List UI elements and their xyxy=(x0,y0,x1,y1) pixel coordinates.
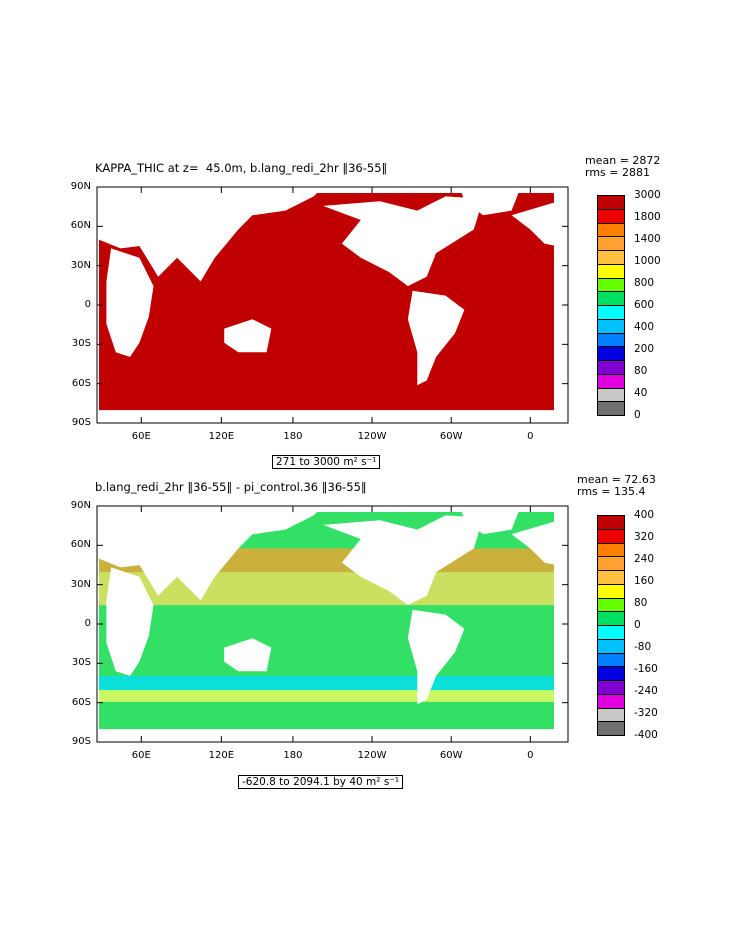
difference-band xyxy=(99,675,554,691)
bottom-lat-label: 30N xyxy=(70,578,91,590)
colorbar-swatch xyxy=(597,528,625,544)
colorbar-label: 40 xyxy=(634,387,648,399)
colorbar-swatch xyxy=(597,583,625,599)
top-lat-label: 90N xyxy=(70,181,91,192)
bottom-lat-label: 60N xyxy=(70,539,91,551)
colorbar-label: 600 xyxy=(634,299,655,311)
colorbar-label: -320 xyxy=(634,707,658,719)
colorbar-swatch xyxy=(597,707,625,723)
colorbar-label: -80 xyxy=(634,641,652,653)
land-greenland xyxy=(459,187,521,216)
land-eurasia xyxy=(97,506,324,601)
bottom-panel-title: b.lang_redi_2hr ‖36-55‖ - pi_control.36 … xyxy=(95,480,367,494)
land-africa xyxy=(106,248,154,357)
top-range-label: 271 to 3000 m² s⁻¹ xyxy=(272,455,381,469)
bottom-lon-label: 180 xyxy=(283,750,303,761)
colorbar-swatch xyxy=(597,666,625,681)
land-greenland xyxy=(459,506,521,535)
top-lon-label: 60W xyxy=(439,431,463,442)
colorbar-label: 800 xyxy=(634,277,655,289)
bottom-lat-label: 30S xyxy=(71,657,91,669)
colorbar-label: 80 xyxy=(634,365,648,377)
colorbar-label: 240 xyxy=(634,553,655,565)
top-lat-label: 30S xyxy=(71,338,91,350)
colorbar-swatch xyxy=(597,721,625,736)
land-africa xyxy=(106,567,154,676)
land-namerica xyxy=(323,196,484,287)
top-lon-label: 60E xyxy=(131,431,151,442)
bottom-lat-label: 0 xyxy=(84,618,91,629)
colorbar-label: 0 xyxy=(634,619,641,631)
bottom-lon-label: 120W xyxy=(357,750,387,761)
bottom-lat-label: 90S xyxy=(71,736,91,747)
bottom-panel-mean: mean = 72.63 xyxy=(577,473,656,486)
land-samerica xyxy=(407,290,465,386)
land-europe xyxy=(511,520,568,568)
colorbar-swatch xyxy=(597,638,625,654)
top-panel-mean: mean = 2872 xyxy=(585,154,661,167)
bottom-lat-label: 60S xyxy=(71,696,91,708)
top-panel-rms: rms = 2881 xyxy=(585,166,650,179)
bottom-lon-label: 0 xyxy=(527,750,534,761)
colorbar-swatch xyxy=(597,625,625,640)
bottom-lon-label: 60E xyxy=(131,750,151,761)
land-australia xyxy=(224,638,272,672)
colorbar-swatch xyxy=(597,611,625,626)
colorbar-label: 400 xyxy=(634,321,655,333)
colorbar-swatch xyxy=(597,597,625,613)
top-lon-label: 180 xyxy=(283,431,303,442)
colorbar-swatch xyxy=(597,693,625,709)
top-lat-label: 60S xyxy=(71,377,91,389)
colorbar-label: 1400 xyxy=(634,233,661,245)
colorbar-label: 3000 xyxy=(634,189,661,201)
top-lon-label: 0 xyxy=(527,431,534,442)
difference-band xyxy=(99,690,554,702)
bottom-range-label: -620.8 to 2094.1 by 40 m² s⁻¹ xyxy=(238,775,404,789)
bottom-lon-label: 60W xyxy=(439,750,463,761)
top-lon-label: 120E xyxy=(208,431,235,442)
bottom-lon-label: 120E xyxy=(208,750,235,761)
colorbar-label: -240 xyxy=(634,685,658,697)
colorbar-swatch xyxy=(597,570,625,585)
colorbar-swatch xyxy=(597,515,625,530)
top-colorbar: 3000 1800 1400 1000 800 600 400 200 80 40 0 xyxy=(597,189,677,421)
colorbar-label: 200 xyxy=(634,343,655,355)
colorbar-label: 1800 xyxy=(634,211,661,223)
land-samerica xyxy=(407,609,465,705)
land-europe xyxy=(511,201,568,249)
colorbar-label: 320 xyxy=(634,531,655,543)
bottom-panel-rms: rms = 135.4 xyxy=(577,485,646,498)
colorbar-swatch xyxy=(597,556,625,571)
colorbar-label: 80 xyxy=(634,597,648,609)
colorbar-label: 400 xyxy=(634,509,655,521)
land-namerica xyxy=(323,515,484,606)
colorbar-label: 0 xyxy=(634,409,641,421)
top-lat-label: 60N xyxy=(70,220,91,232)
colorbar-label: -160 xyxy=(634,663,658,675)
bottom-lat-label: 90N xyxy=(70,500,91,511)
top-lat-label: 30N xyxy=(70,259,91,271)
colorbar-swatch xyxy=(597,542,625,558)
top-panel-title: KAPPA_THIC at z= 45.0m, b.lang_redi_2hr … xyxy=(95,161,388,175)
land-australia xyxy=(224,319,272,353)
top-lat-label: 0 xyxy=(84,299,91,310)
colorbar-swatch xyxy=(597,652,625,668)
top-map xyxy=(96,186,569,424)
colorbar-label: 1000 xyxy=(634,255,661,267)
bottom-colorbar: 400 320 240 160 80 0 -80 -160 -240 -320 -400 xyxy=(597,509,677,741)
top-lon-label: 120W xyxy=(357,431,387,442)
colorbar-label: 160 xyxy=(634,575,655,587)
colorbar-label: -400 xyxy=(634,729,658,741)
land-eurasia xyxy=(97,187,324,282)
top-lat-label: 90S xyxy=(71,417,91,428)
colorbar-swatch xyxy=(597,401,625,416)
colorbar-swatch xyxy=(597,680,625,695)
